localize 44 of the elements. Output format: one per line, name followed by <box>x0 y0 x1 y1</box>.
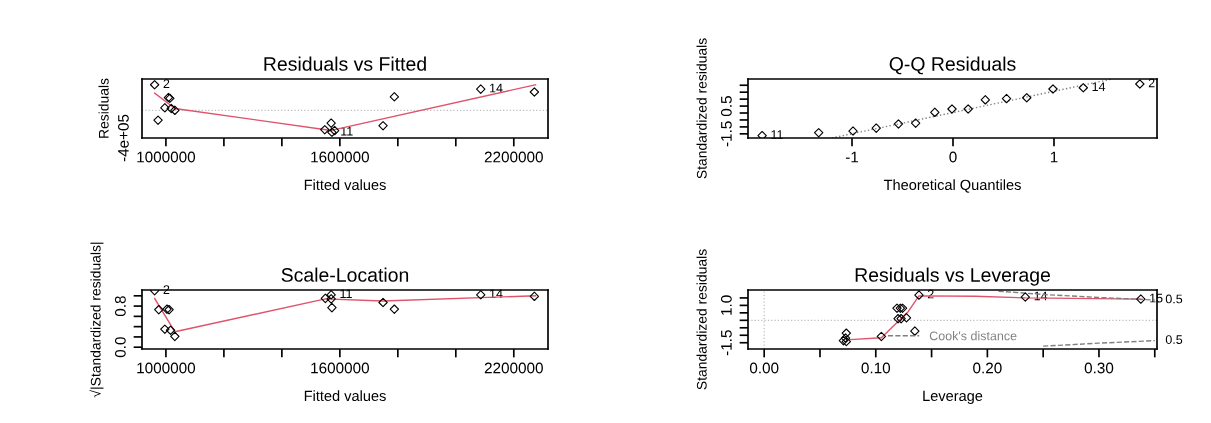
x-tick-label: 1000000 <box>137 362 196 374</box>
chart-title: Q-Q Residuals <box>889 56 1016 75</box>
y-tick-label: 0.8 <box>114 296 126 317</box>
x-tick-label: 1600000 <box>311 151 369 163</box>
y-axis-title: √|Standardized residuals| <box>89 242 104 398</box>
x-axis-title: Fitted values <box>304 390 386 402</box>
x-tick-label: 0 <box>949 151 957 163</box>
x-tick-label: 1000000 <box>137 151 196 163</box>
annotation: 0.5 <box>1165 294 1183 304</box>
y-tick-label: 0.0 <box>114 337 126 358</box>
chart-title: Residuals vs Fitted <box>264 56 426 71</box>
x-tick-label: 2200000 <box>484 151 543 163</box>
x-tick-label: -1 <box>845 151 859 163</box>
annotation: 2 <box>163 79 170 88</box>
annotation: 2 <box>927 289 934 299</box>
x-axis-title: Theoretical Quantiles <box>883 179 1021 193</box>
x-axis-title: Leverage <box>923 390 983 404</box>
annotation: 14 <box>1092 82 1106 91</box>
y-tick-label: -1.5 <box>721 330 732 356</box>
annotation: 11 <box>771 130 783 139</box>
x-tick-label: 0.30 <box>1084 362 1114 374</box>
annotation: 11 <box>340 289 352 299</box>
x-tick-label: 1 <box>1050 151 1058 163</box>
annotation: 14 <box>490 83 503 93</box>
chart-title: Scale-Location <box>281 267 409 282</box>
chart-title: Residuals vs Leverage <box>855 267 1050 286</box>
legend-label: Cook's distance <box>929 331 1017 341</box>
x-tick-label: 2200000 <box>484 362 543 374</box>
y-axis-title: Standardized residuals <box>696 249 707 390</box>
annotation: 0.5 <box>1165 335 1183 344</box>
x-tick-label: 0.00 <box>749 362 779 374</box>
x-tick-label: 1600000 <box>311 362 369 374</box>
y-axis-title: Residuals <box>98 78 109 138</box>
y-tick-label: 1.0 <box>720 295 732 315</box>
annotation: 2 <box>1148 78 1155 88</box>
annotation: 11 <box>341 126 353 136</box>
text: -4e+05 <box>118 114 129 162</box>
y-tick-label: -1.5 <box>721 121 732 147</box>
x-tick-label: 0.10 <box>861 362 891 374</box>
x-axis-title: Fitted values <box>304 179 386 191</box>
y-tick-label: 0.5 <box>720 96 732 117</box>
annotation: 14 <box>490 289 503 299</box>
y-axis-title: Standardized residuals <box>696 38 707 179</box>
x-tick-label: 0.20 <box>973 362 1002 374</box>
